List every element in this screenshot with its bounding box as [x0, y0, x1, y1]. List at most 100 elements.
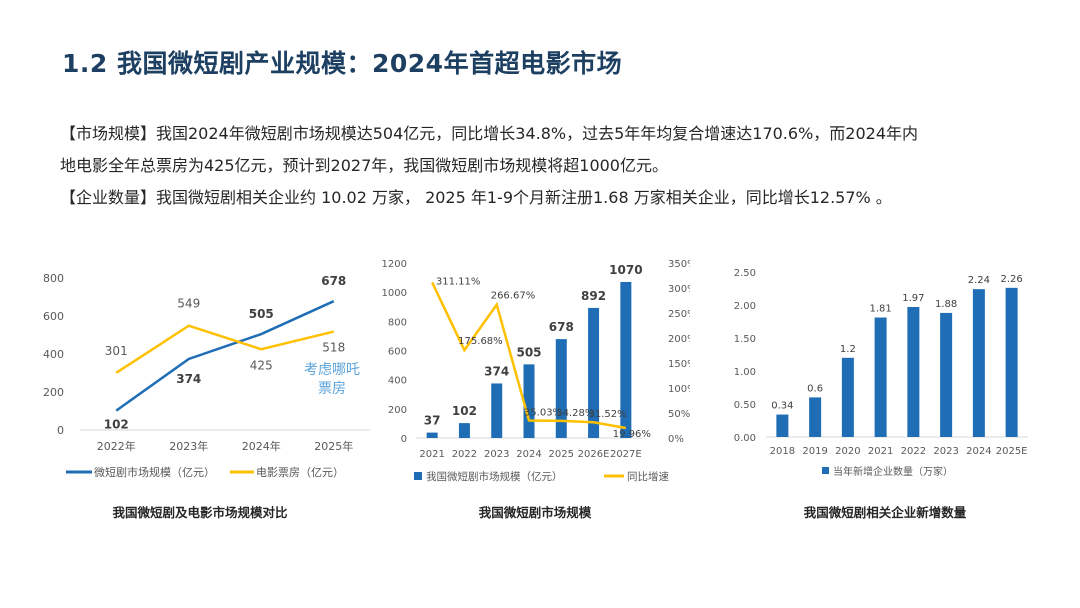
bar-value-label: 102 [452, 404, 477, 418]
legend-label: 电影票房（亿元） [256, 466, 344, 479]
bar [620, 281, 632, 438]
legend-label: 当年新增企业数量（万家） [833, 465, 953, 478]
bar [907, 306, 920, 437]
x-tick-label: 2024 [966, 446, 991, 457]
bar-value-label: 1.81 [869, 304, 891, 315]
data-label: 374 [176, 372, 201, 386]
y-tick-label: 400 [43, 348, 64, 361]
data-label: 678 [321, 274, 346, 288]
growth-label: 34.28% [556, 408, 594, 419]
data-label: 102 [104, 418, 129, 432]
data-label: 518 [322, 341, 345, 355]
y-tick-label-left: 400 [388, 376, 407, 387]
y-tick-label-right: 150% [668, 359, 690, 370]
bar-value-label: 2.26 [1000, 274, 1022, 285]
bar [809, 397, 822, 437]
y-tick-label-right: 100% [668, 384, 690, 395]
x-tick-label: 2027E [610, 449, 642, 460]
x-tick-label: 2022 [452, 449, 477, 460]
y-tick-label-right: 350% [668, 259, 690, 270]
y-tick-label: 1.50 [734, 334, 756, 345]
bar [523, 364, 535, 438]
bar-value-label: 892 [581, 289, 606, 303]
y-tick-label-right: 0% [668, 434, 684, 445]
bar-value-label: 2.24 [968, 275, 990, 286]
growth-label: 266.67% [491, 291, 536, 302]
x-tick-label: 2024 [516, 449, 541, 460]
bar-value-label: 374 [484, 364, 509, 378]
y-tick-label-right: 50% [668, 409, 690, 420]
growth-label: 35.03% [524, 407, 562, 418]
legend-label: 我国微短剧市场规模（亿元） [426, 470, 563, 483]
legend-swatch [822, 467, 829, 474]
y-tick-label-right: 250% [668, 309, 690, 320]
annotation-text: 票房 [318, 381, 346, 397]
x-tick-label: 2026E [578, 449, 610, 460]
y-tick-label-left: 0 [401, 434, 407, 445]
x-tick-label: 2021 [868, 446, 893, 457]
data-label: 425 [250, 358, 273, 372]
y-tick-label: 800 [43, 272, 64, 285]
x-tick-label: 2024年 [242, 439, 281, 453]
y-tick-label-right: 300% [668, 284, 690, 295]
y-tick-label-left: 200 [388, 405, 407, 416]
bar-value-label: 1.97 [902, 293, 924, 304]
data-label: 549 [177, 297, 200, 311]
paragraph-market-size-2: 地电影全年总票房为425亿元，预计到2027年，我国微短剧市场规模将超1000亿… [60, 156, 668, 175]
y-tick-label: 0 [57, 424, 64, 437]
legend-swatch [414, 472, 422, 480]
bar [940, 312, 953, 437]
y-tick-label: 1.00 [734, 367, 756, 378]
data-label: 505 [249, 307, 274, 321]
y-tick-label-right: 200% [668, 334, 690, 345]
bar-value-label: 0.6 [807, 383, 823, 394]
y-tick-label: 0.00 [734, 433, 756, 444]
x-tick-label: 2019 [802, 446, 827, 457]
growth-label: 19.96% [613, 429, 651, 440]
x-tick-label: 2025年 [314, 439, 353, 453]
bar [841, 357, 854, 437]
caption-new-enterprises: 我国微短剧相关企业新增数量 [803, 505, 967, 520]
bar [874, 317, 887, 437]
y-tick-label: 200 [43, 386, 64, 399]
x-tick-label: 2021 [419, 449, 444, 460]
growth-label: 311.11% [436, 276, 481, 287]
bar [426, 432, 438, 438]
y-tick-label: 0.50 [734, 400, 756, 411]
x-tick-label: 2023 [484, 449, 509, 460]
series-line-boxoffice [115, 324, 335, 374]
bar [1005, 287, 1018, 437]
bar-value-label: 37 [424, 414, 441, 428]
bar-value-label: 1070 [609, 263, 642, 277]
bar [458, 423, 470, 438]
x-tick-label: 2022年 [97, 439, 136, 453]
bar [776, 414, 789, 437]
paragraph-market-size-1: 【市场规模】我国2024年微短剧市场规模达504亿元，同比增长34.8%，过去5… [60, 124, 918, 143]
growth-label: 175.68% [458, 336, 503, 347]
bar-value-label: 1.2 [840, 344, 856, 355]
bar-value-label: 1.88 [935, 299, 957, 310]
growth-line [431, 281, 627, 430]
y-tick-label-left: 800 [388, 317, 407, 328]
y-tick-label: 2.00 [734, 301, 756, 312]
bar [491, 383, 503, 438]
caption-microdrama-market-size: 我国微短剧市场规模 [478, 505, 592, 520]
data-label: 301 [105, 344, 128, 358]
legend-label: 微短剧市场规模（亿元） [94, 465, 215, 479]
bar [972, 289, 985, 437]
x-tick-label: 2023 [933, 446, 958, 457]
y-tick-label-left: 600 [388, 347, 407, 358]
bar-value-label: 678 [549, 320, 574, 334]
chart-market-comparison: 0 200 400 600 800 2022年 2023年 2024年 2025年 102 374 5… [43, 272, 370, 479]
chart-new-enterprises: 0.00 0.50 1.00 1.50 2.00 2.50 0.34 0.6 1.2 1.81 1.… [734, 268, 1028, 478]
x-tick-label: 2022 [901, 446, 926, 457]
bar-value-label: 505 [516, 345, 541, 359]
growth-label: 31.52% [589, 409, 627, 420]
chart-microdrama-market-size: 0 200 400 600 800 1000 1200 0% 50% 100% 150% 200% 25… [382, 259, 690, 483]
y-tick-label: 600 [43, 310, 64, 323]
x-tick-label: 2020 [835, 446, 860, 457]
x-tick-label: 2018 [770, 446, 795, 457]
bar [555, 339, 567, 438]
caption-market-comparison: 我国微短剧及电影市场规模对比 [112, 505, 288, 520]
x-tick-label: 2025 [549, 449, 574, 460]
